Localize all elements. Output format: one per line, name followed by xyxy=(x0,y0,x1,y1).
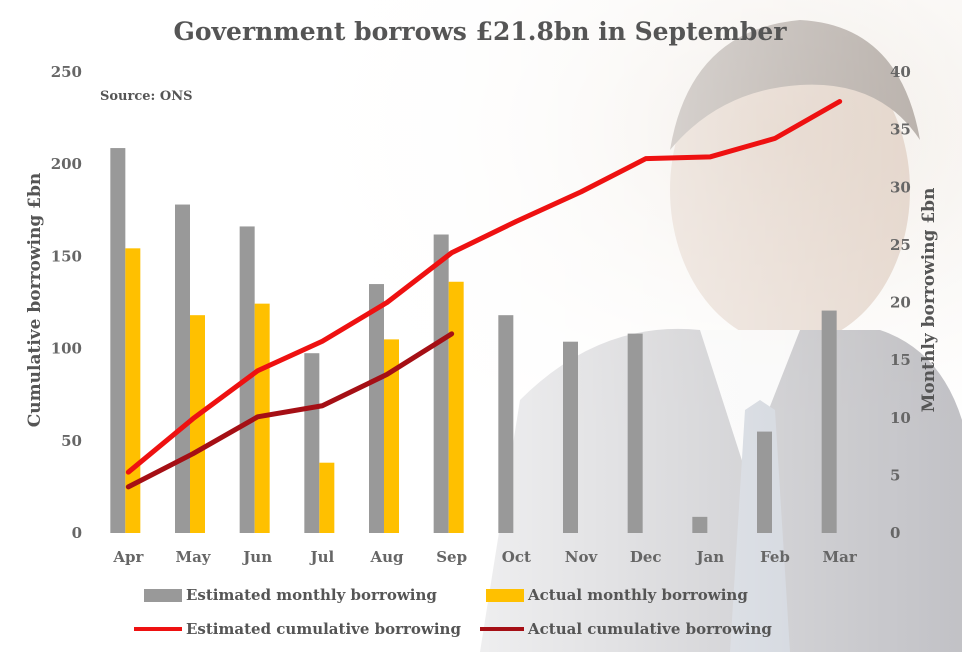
y-left-tick-label: 50 xyxy=(61,432,82,450)
x-tick-label: Dec xyxy=(630,548,662,566)
bar-actual-monthly-borrowing xyxy=(190,315,205,533)
legend-label-actual-monthly: Actual monthly borrowing xyxy=(527,586,748,604)
bar-actual-monthly-borrowing xyxy=(448,281,464,533)
x-tick-label: Nov xyxy=(565,548,599,566)
x-tick-label: Sep xyxy=(436,548,467,566)
y-right-tick-label: 30 xyxy=(890,178,911,196)
bar-estimated-monthly-borrowing xyxy=(563,341,578,533)
bar-estimated-monthly-borrowing xyxy=(110,148,126,533)
chart-source: Source: ONS xyxy=(100,89,192,104)
x-tick-label: Jul xyxy=(308,548,334,566)
y-axis-left-label: Cumulative borrowing £bn xyxy=(25,173,45,427)
x-tick-label: Apr xyxy=(112,548,144,566)
y-right-tick-label: 15 xyxy=(890,351,911,369)
y-right-tick-label: 10 xyxy=(890,409,911,427)
y-left-tick-label: 150 xyxy=(51,247,82,265)
y-left-tick-label: 100 xyxy=(51,340,82,358)
legend-label-estimated-monthly: Estimated monthly borrowing xyxy=(186,586,437,604)
x-tick-label: Oct xyxy=(502,548,531,566)
y-right-tick-label: 25 xyxy=(890,236,911,254)
y-left-tick-label: 0 xyxy=(72,524,82,542)
bar-estimated-monthly-borrowing xyxy=(175,204,190,533)
y-right-tick-label: 20 xyxy=(890,294,911,312)
bar-estimated-monthly-borrowing xyxy=(757,431,772,533)
x-tick-label: Mar xyxy=(823,548,858,566)
bar-estimated-monthly-borrowing xyxy=(692,516,708,533)
bar-estimated-monthly-borrowing xyxy=(433,234,449,533)
bar-actual-monthly-borrowing xyxy=(319,462,335,533)
bar-estimated-monthly-borrowing xyxy=(304,353,320,533)
bar-actual-monthly-borrowing xyxy=(125,248,141,533)
legend-label-actual-cumulative: Actual cumulative borrowing xyxy=(527,620,772,638)
lines-layer xyxy=(125,99,843,490)
y-right-tick-label: 0 xyxy=(890,524,900,542)
chart-title: Government borrows £21.8bn in September xyxy=(174,17,788,46)
y-right-tick-label: 35 xyxy=(890,121,911,139)
line-actual-cumulative-borrowing xyxy=(125,331,455,490)
x-tick-label: Jan xyxy=(694,548,724,566)
bar-estimated-monthly-borrowing xyxy=(821,310,837,533)
legend-swatch-actual-monthly xyxy=(486,589,524,602)
bar-actual-monthly-borrowing xyxy=(384,339,399,533)
y-left-tick-label: 250 xyxy=(51,63,82,81)
x-tick-label: Jun xyxy=(241,548,272,566)
x-tick-label: Feb xyxy=(760,548,790,566)
x-tick-label: Aug xyxy=(369,548,404,566)
y-axis-left-ticks: 0 50 100 150 200 250 xyxy=(51,63,82,542)
legend-label-estimated-cumulative: Estimated cumulative borrowing xyxy=(186,620,461,638)
y-left-tick-label: 200 xyxy=(51,155,82,173)
legend-swatch-estimated-monthly xyxy=(144,589,182,602)
y-right-tick-label: 5 xyxy=(890,466,900,484)
bar-estimated-monthly-borrowing xyxy=(498,315,514,533)
bar-estimated-monthly-borrowing xyxy=(627,333,643,533)
y-axis-right-ticks: 0 5 10 15 20 25 30 35 40 xyxy=(890,63,911,542)
y-right-tick-label: 40 xyxy=(890,63,911,81)
bars-layer xyxy=(110,148,837,533)
legend: Estimated monthly borrowing Actual month… xyxy=(134,586,772,638)
bar-estimated-monthly-borrowing xyxy=(369,284,384,533)
line-estimated-cumulative-borrowing xyxy=(125,99,843,475)
x-tick-label: May xyxy=(175,548,211,566)
x-axis-ticks: Apr May Jun Jul Aug Sep Oct Nov Dec Jan Feb Mar xyxy=(112,548,858,566)
y-axis-right-label: Monthly borrowing £bn xyxy=(919,188,939,413)
